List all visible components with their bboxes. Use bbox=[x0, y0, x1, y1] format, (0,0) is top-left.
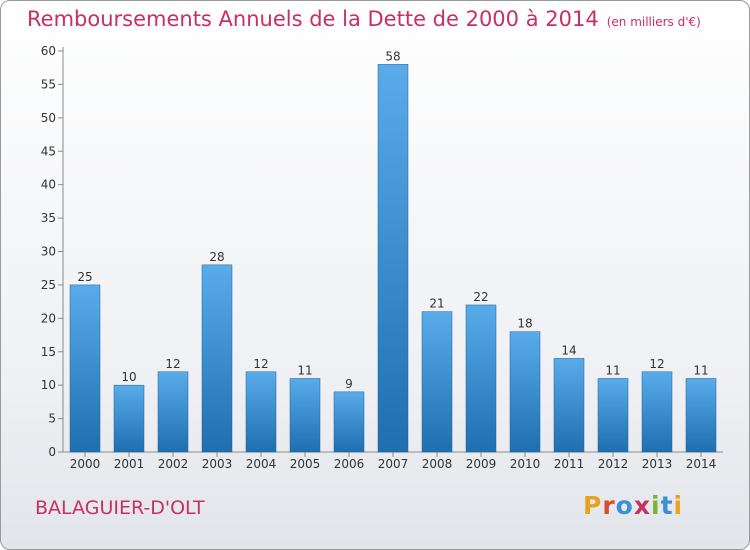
bar-2014 bbox=[685, 378, 717, 453]
y-tick-label: 35 bbox=[41, 211, 56, 225]
x-tick-label-2014: 2014 bbox=[686, 457, 717, 471]
y-tick-label: 25 bbox=[41, 278, 56, 292]
data-label-2014: 11 bbox=[693, 363, 708, 377]
logo-letter: P bbox=[583, 491, 603, 520]
x-tick-label-2010: 2010 bbox=[510, 457, 541, 471]
y-tick-label: 20 bbox=[41, 311, 56, 325]
y-tick-label: 60 bbox=[41, 44, 56, 58]
y-tick-label: 5 bbox=[48, 412, 56, 426]
data-label-2002: 12 bbox=[165, 357, 180, 371]
y-tick-label: 0 bbox=[48, 445, 56, 459]
x-tick-label-2003: 2003 bbox=[202, 457, 233, 471]
data-label-2001: 10 bbox=[121, 370, 136, 384]
bar-2002 bbox=[157, 371, 189, 453]
x-tick-label-2012: 2012 bbox=[598, 457, 629, 471]
x-tick-label-2004: 2004 bbox=[246, 457, 277, 471]
bar-2007 bbox=[377, 64, 409, 453]
data-label-2011: 14 bbox=[561, 343, 576, 357]
bar-2009 bbox=[465, 304, 497, 453]
logo-letter: r bbox=[602, 491, 616, 520]
data-label-2004: 12 bbox=[253, 357, 268, 371]
x-tick-label-2007: 2007 bbox=[378, 457, 409, 471]
y-tick-label: 55 bbox=[41, 77, 56, 91]
bar-2008 bbox=[421, 311, 453, 453]
logo-letter: o bbox=[615, 491, 634, 520]
bar-2003 bbox=[201, 264, 233, 453]
bar-2005 bbox=[289, 378, 321, 453]
logo-letter: x bbox=[633, 491, 651, 520]
data-label-2008: 21 bbox=[429, 297, 444, 311]
x-tick-label-2013: 2013 bbox=[642, 457, 673, 471]
y-tick-label: 30 bbox=[41, 245, 56, 259]
bar-2004 bbox=[245, 371, 277, 453]
bar-2006 bbox=[333, 391, 365, 453]
chart-title: Remboursements Annuels de la Dette de 20… bbox=[27, 7, 701, 31]
x-tick-label-2011: 2011 bbox=[554, 457, 585, 471]
logo-letter: i bbox=[673, 491, 684, 520]
bar-2000 bbox=[69, 284, 101, 453]
data-label-2009: 22 bbox=[473, 290, 488, 304]
x-tick-label-2009: 2009 bbox=[466, 457, 497, 471]
town-name: BALAGUIER-D'OLT bbox=[35, 497, 205, 519]
bar-2011 bbox=[553, 358, 585, 453]
data-label-2000: 25 bbox=[77, 270, 92, 284]
chart-title-unit: (en milliers d'€) bbox=[606, 15, 701, 29]
y-tick-label: 50 bbox=[41, 111, 56, 125]
x-tick-label-2002: 2002 bbox=[158, 457, 189, 471]
data-label-2013: 12 bbox=[649, 357, 664, 371]
proxiti-logo: Proxiti bbox=[583, 491, 683, 520]
bar-2013 bbox=[641, 371, 673, 453]
y-tick-label: 45 bbox=[41, 144, 56, 158]
data-label-2007: 58 bbox=[385, 49, 400, 63]
x-tick-label-2005: 2005 bbox=[290, 457, 321, 471]
x-tick-label-2008: 2008 bbox=[422, 457, 453, 471]
data-label-2012: 11 bbox=[605, 363, 620, 377]
x-tick-label-2000: 2000 bbox=[70, 457, 101, 471]
chart-title-text: Remboursements Annuels de la Dette de 20… bbox=[27, 7, 599, 31]
x-tick-label-2006: 2006 bbox=[334, 457, 365, 471]
y-tick-label: 10 bbox=[41, 378, 56, 392]
bar-2010 bbox=[509, 331, 541, 453]
data-label-2003: 28 bbox=[209, 250, 224, 264]
y-tick-label: 40 bbox=[41, 178, 56, 192]
y-tick-label: 15 bbox=[41, 345, 56, 359]
data-label-2006: 9 bbox=[345, 377, 353, 391]
data-label-2010: 18 bbox=[517, 317, 532, 331]
bar-2012 bbox=[597, 378, 629, 453]
logo-letter: i bbox=[651, 491, 661, 520]
bar-2001 bbox=[113, 384, 145, 453]
x-tick-label-2001: 2001 bbox=[114, 457, 145, 471]
data-label-2005: 11 bbox=[297, 363, 312, 377]
logo-letter: t bbox=[660, 491, 674, 520]
